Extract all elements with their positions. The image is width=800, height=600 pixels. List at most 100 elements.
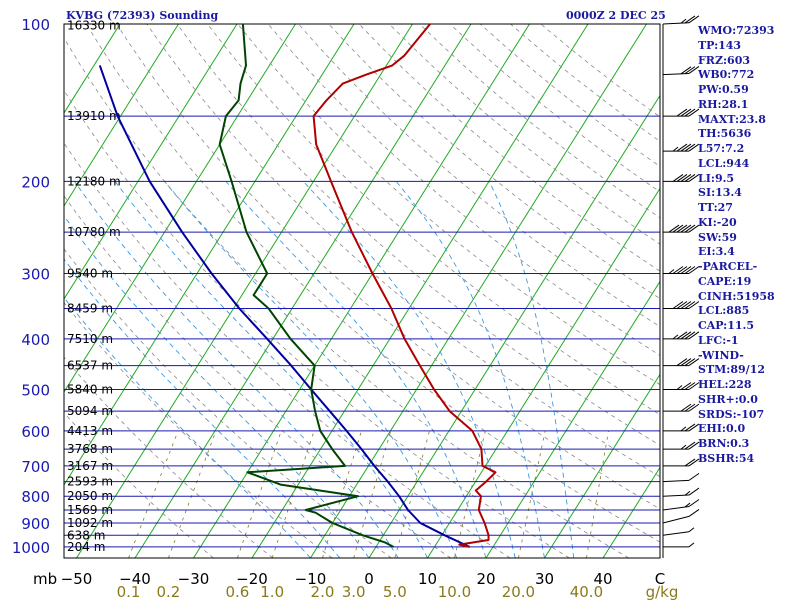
pressure-tick-label: 600: [21, 423, 50, 441]
parcel-profile-line: [98, 65, 471, 548]
dewpoint-profile-line: [218, 24, 394, 548]
wind-barb: [663, 423, 700, 432]
wind-barb: [662, 499, 700, 511]
wind-barb: [662, 66, 700, 76]
temperature-tick-label: 20: [476, 570, 495, 588]
wind-barb: [663, 224, 700, 233]
mixing-ratio-line: [394, 430, 430, 558]
dry-adiabat-line: [207, 24, 660, 416]
mixing-ratio-tick-label: 2.0: [311, 583, 335, 600]
height-label: 6537 m: [67, 359, 113, 373]
mixing-ratio-line: [353, 430, 392, 558]
moist-adiabat-line: [225, 181, 487, 558]
pressure-tick-label: 1000: [12, 539, 50, 557]
temperature-tick-label: −30: [178, 570, 210, 588]
wind-barb: [663, 331, 700, 340]
index-item: SW:59: [698, 230, 737, 244]
index-item: WMO:72393: [698, 24, 775, 37]
temperature-tick-label: −10: [295, 570, 327, 588]
index-item: TP:143: [698, 38, 742, 52]
mixing-ratio-tick-label: 1.0: [260, 583, 284, 600]
pressure-tick-label: 400: [21, 331, 50, 349]
wind-barb: [663, 143, 700, 152]
moist-adiabat-line: [114, 181, 428, 558]
mixing-ratio-tick-label: 10.0: [438, 583, 471, 600]
index-item: MAXT:23.8: [698, 112, 766, 126]
height-label: 13910 m: [67, 109, 121, 123]
isotherm-line: [76, 24, 413, 558]
height-label: 9540 m: [67, 266, 113, 280]
isotherm-line: [0, 24, 62, 558]
height-label: 1092 m: [67, 516, 113, 530]
plot-frame: [63, 23, 661, 559]
index-item: FRZ:603: [698, 53, 751, 67]
moist-adiabat-line: [64, 258, 341, 558]
temperature-tick-label: −20: [236, 570, 268, 588]
wind-barb: [662, 472, 700, 483]
temperature-profile-line: [312, 24, 497, 548]
temperature-tick-label: 40: [593, 570, 612, 588]
wind-barb: [663, 441, 700, 450]
isotherm-line: [544, 373, 660, 558]
index-item: SRDS:-107: [698, 407, 765, 421]
background-lines: [0, 24, 660, 558]
mixing-ratio-tick-label: 0.6: [225, 583, 249, 600]
height-label: 5094 m: [67, 404, 113, 418]
wind-barb: [663, 174, 700, 182]
index-item: BSHR:54: [698, 451, 755, 465]
isotherm-line: [0, 24, 3, 558]
chart-title: KVBG (72393) Sounding: [66, 9, 219, 22]
isotherm-line: [251, 24, 589, 558]
chart-timestamp: 0000Z 2 DEC 25: [566, 9, 666, 22]
index-item: EI:3.4: [698, 245, 735, 259]
moist-adiabat-line: [64, 296, 311, 558]
mixing-ratio-line: [454, 430, 486, 558]
mixing-ratio-tick-label: 0.1: [117, 583, 141, 600]
moist-adiabat-line: [74, 181, 399, 558]
pressure-tick-label: 800: [21, 488, 50, 506]
height-label: 3768 m: [67, 442, 113, 456]
temperature-tick-label: 10: [418, 570, 437, 588]
isotherm-line: [64, 24, 355, 486]
wind-barb: [663, 382, 700, 391]
index-item: KI:-20: [698, 215, 737, 229]
dry-adiabat-line: [176, 24, 660, 446]
mixing-ratio-line: [271, 430, 315, 558]
wind-barb: [662, 15, 700, 25]
pressure-unit-label: mb: [33, 570, 57, 588]
index-item: CAP:11.5: [698, 319, 755, 332]
profiles: [98, 24, 497, 548]
index-item: CAPE:19: [698, 274, 752, 288]
height-label: 2593 m: [67, 475, 113, 489]
dry-adiabat-line: [85, 24, 660, 543]
dry-adiabat-line: [64, 142, 511, 558]
mixing-ratio-line: [128, 430, 179, 558]
index-item: SI:13.4: [698, 186, 742, 200]
index-item: L57:7.2: [698, 142, 745, 155]
temperature-tick-label: 0: [364, 570, 374, 588]
mixing-ratio-line: [237, 430, 282, 558]
temperature-tick-label: 30: [535, 570, 554, 588]
height-label: 2050 m: [67, 489, 113, 503]
height-label: 12180 m: [67, 174, 121, 188]
mixing-ratio-tick-label: 40.0: [570, 583, 603, 600]
temperature-tick-label: −50: [61, 570, 93, 588]
height-label: 638 m: [67, 528, 105, 542]
wind-barb: [663, 358, 700, 367]
dry-adiabat-line: [389, 24, 660, 245]
isotherm-line: [602, 466, 660, 558]
wind-barb: [662, 527, 695, 536]
wind-barb: [663, 301, 700, 310]
wind-barbs: [662, 15, 700, 558]
isotherm-line: [193, 24, 530, 558]
index-item: EHI:0.0: [698, 422, 746, 436]
height-label: 3167 m: [67, 459, 113, 473]
index-item: BRN:0.3: [698, 437, 750, 450]
index-item: PW:0.59: [698, 83, 749, 96]
temperature-tick-label: −40: [119, 570, 151, 588]
height-label: 204 m: [67, 540, 105, 554]
dry-adiabat-line: [64, 302, 333, 558]
mixing-ratio-line: [518, 430, 546, 558]
moist-adiabat-line: [395, 181, 545, 558]
dry-adiabat-line: [64, 37, 629, 558]
